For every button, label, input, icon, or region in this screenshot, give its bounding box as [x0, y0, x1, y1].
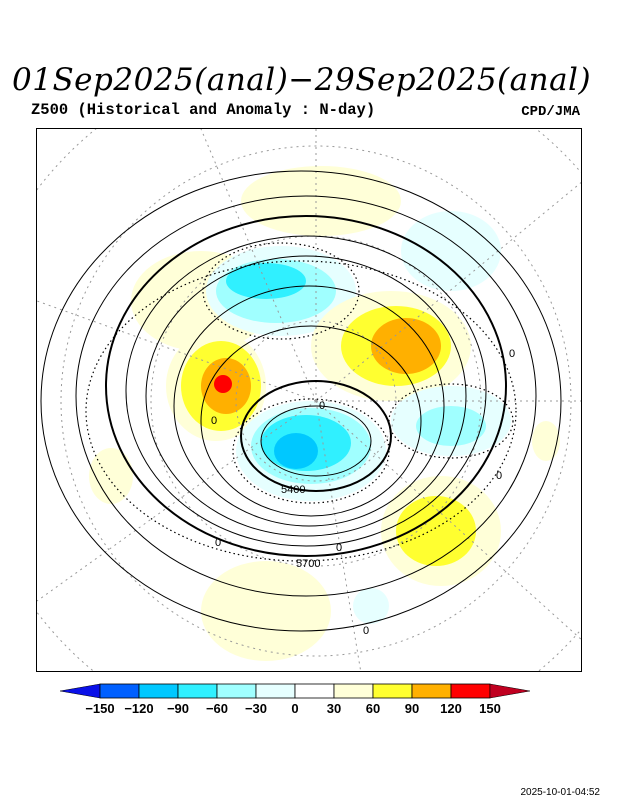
colorbar-tick-label: 0	[291, 701, 298, 716]
contour-label-zero: 0	[211, 415, 217, 427]
colorbar-box	[411, 683, 452, 699]
colorbar-box	[294, 683, 335, 699]
contour-labels: 5400 5700 0 0 0 0 0 0 0	[211, 348, 515, 637]
contour-label-5700: 5700	[296, 558, 320, 570]
colorbar-arrow-high	[489, 683, 531, 699]
contour-label-zero: 0	[496, 470, 502, 482]
colorbar: −150 −120 −90 −60 −30 0 30 60 90 120 150	[60, 683, 531, 716]
height-contours	[40, 170, 562, 632]
colorbar-box	[450, 683, 491, 699]
colorbar-tick-label: 30	[327, 701, 341, 716]
colorbar-tick-label: −150	[85, 701, 114, 716]
colorbar-tick-label: 60	[366, 701, 380, 716]
map-title: 01Sep2025(anal)−29Sep2025(anal)	[12, 62, 592, 98]
colorbar-tick-label: 120	[440, 701, 462, 716]
contour-label-zero: 0	[509, 348, 515, 360]
colorbar-box	[255, 683, 296, 699]
contour-label-zero: 0	[319, 400, 325, 412]
map-subtitle: Z500 (Historical and Anomaly : N-day)	[31, 101, 376, 119]
contour-label-zero: 0	[363, 625, 369, 637]
colorbar-box	[99, 683, 140, 699]
colorbar-tick-label: −90	[167, 701, 189, 716]
credit-label: CPD/JMA	[521, 104, 580, 120]
colorbar-box	[333, 683, 374, 699]
zero-anomaly-contours	[85, 242, 517, 562]
graticule	[37, 129, 581, 671]
colorbar-tick-label: −30	[245, 701, 267, 716]
map-canvas: 5400 5700 0 0 0 0 0 0 0	[37, 129, 581, 671]
colorbar-tick-label: 90	[405, 701, 419, 716]
colorbar-box	[138, 683, 179, 699]
contour-label-zero: 0	[336, 542, 342, 554]
contour-label-5400: 5400	[281, 484, 305, 496]
colorbar-tick-label: 150	[479, 701, 501, 716]
anomaly-shading	[89, 166, 560, 661]
polar-map: 5400 5700 0 0 0 0 0 0 0	[36, 128, 582, 672]
colorbar-arrow-low	[60, 683, 101, 699]
colorbar-box	[177, 683, 218, 699]
contour-label-zero: 0	[215, 537, 221, 549]
colorbar-box	[216, 683, 257, 699]
timestamp: 2025-10-01-04:52	[520, 787, 600, 798]
colorbar-tick-label: −60	[206, 701, 228, 716]
colorbar-tick-label: −120	[124, 701, 153, 716]
colorbar-box	[372, 683, 413, 699]
